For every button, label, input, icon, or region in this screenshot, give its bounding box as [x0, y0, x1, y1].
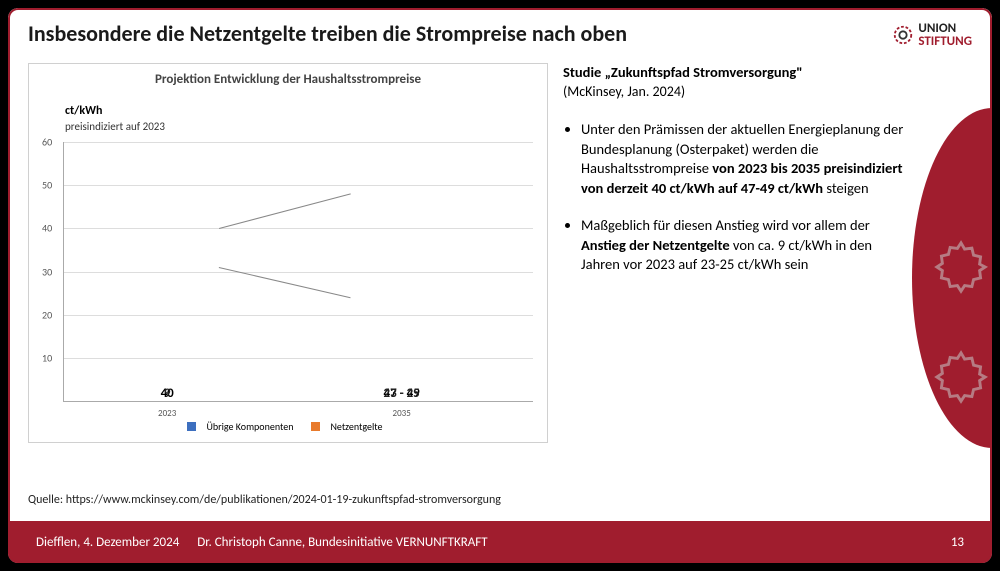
study-title: Studie „Zukunftspfad Stromversorgung" — [563, 63, 912, 81]
bar-segment-label: 9 — [116, 386, 219, 401]
text-column: Studie „Zukunftspfad Stromversorgung" (M… — [563, 63, 972, 503]
header: Insbesondere die Netzentgelte treiben di… — [28, 20, 842, 47]
bullet-item: Unter den Prämissen der aktuellen Energi… — [581, 120, 912, 198]
legend-item: Übrige Komponenten — [187, 420, 299, 433]
legend-swatch — [311, 422, 320, 431]
chart-title: Projektion Entwicklung der Haushaltsstro… — [39, 72, 537, 87]
chart-y-unit: ct/kWh — [65, 104, 102, 118]
bullet-text: Maßgeblich für diesen Anstieg wird vor a… — [581, 216, 870, 234]
y-tick-label: 60 — [42, 136, 52, 149]
legend-label: Übrige Komponenten — [206, 420, 293, 433]
footer-location: Diefflen, 4. Dezember 2024 — [36, 535, 179, 550]
footer-page: 13 — [951, 535, 964, 550]
bar-segment-label: 23 - 25 — [350, 386, 453, 401]
grid-line — [64, 142, 533, 143]
grid-line — [64, 272, 533, 273]
source-line: Quelle: https://www.mckinsey.com/de/publ… — [28, 493, 501, 507]
connector-line — [219, 194, 351, 229]
study-subtitle: (McKinsey, Jan. 2024) — [563, 83, 912, 100]
grid-line — [64, 228, 533, 229]
logo: UNION STIFTUNG — [892, 22, 972, 48]
y-tick-label: 10 — [42, 351, 52, 364]
y-tick-label: 30 — [42, 265, 52, 278]
footer-author: Dr. Christoph Canne, Bundesinitiative VE… — [197, 535, 487, 550]
grid-line — [64, 315, 533, 316]
logo-line2: STIFTUNG — [918, 35, 972, 48]
bullet-text: steigen — [823, 179, 869, 197]
slide: Insbesondere die Netzentgelte treiben di… — [8, 8, 992, 563]
grid-line — [64, 358, 533, 359]
x-tick-label: 2023 — [158, 408, 176, 419]
chart-column: Projektion Entwicklung der Haushaltsstro… — [28, 63, 548, 503]
bullet-item: Maßgeblich für diesen Anstieg wird vor a… — [581, 216, 912, 275]
bullet-bold: Anstieg der Netzentgelte — [581, 236, 730, 254]
chart-plot-area: 102030405060409202347 - 4923 - 252035 — [63, 142, 533, 402]
logo-icon — [892, 24, 914, 46]
x-tick-label: 2035 — [393, 408, 411, 419]
y-tick-label: 50 — [42, 179, 52, 192]
chart-y-note: preisindiziert auf 2023 — [65, 120, 165, 133]
logo-text: UNION STIFTUNG — [918, 22, 972, 48]
footer: Diefflen, 4. Dezember 2024 Dr. Christoph… — [8, 521, 992, 563]
chart-box: Projektion Entwicklung der Haushaltsstro… — [28, 63, 548, 443]
y-tick-label: 40 — [42, 222, 52, 235]
y-tick-label: 20 — [42, 308, 52, 321]
bullet-list: Unter den Prämissen der aktuellen Energi… — [563, 120, 912, 275]
grid-line — [64, 185, 533, 186]
legend-swatch — [187, 422, 196, 431]
legend-label: Netzentgelte — [330, 420, 382, 433]
slide-title: Insbesondere die Netzentgelte treiben di… — [28, 20, 842, 47]
legend-item: Netzentgelte — [311, 420, 388, 433]
content-area: Projektion Entwicklung der Haushaltsstro… — [28, 63, 972, 503]
chart-legend: Übrige Komponenten Netzentgelte — [29, 420, 547, 434]
